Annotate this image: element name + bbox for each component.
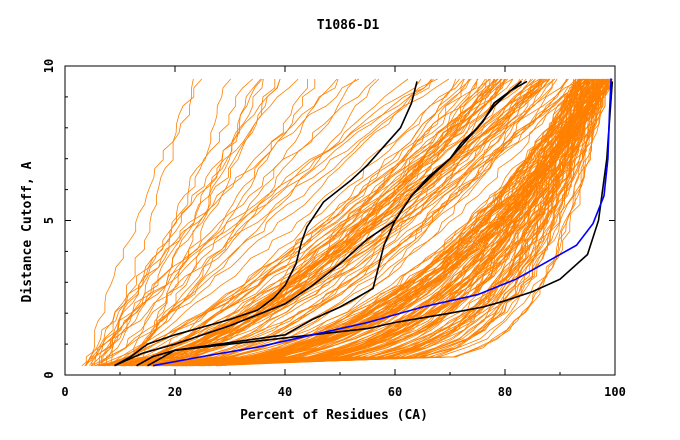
model-curve: [91, 78, 422, 366]
best-model-curve: [152, 78, 612, 367]
model-curve: [95, 79, 308, 367]
model-curve: [136, 78, 600, 367]
model-curve: [111, 78, 520, 367]
model-curve: [136, 78, 541, 367]
model-curve: [140, 78, 613, 367]
model-curve: [135, 78, 536, 367]
reference-curve: [114, 80, 523, 367]
model-curve: [154, 78, 540, 367]
model-curve: [156, 78, 590, 367]
model-curve: [108, 78, 464, 367]
model-curve: [149, 78, 604, 367]
model-curve: [114, 78, 479, 367]
model-curve: [135, 78, 544, 367]
model-curve: [171, 79, 501, 367]
model-curve: [123, 79, 316, 366]
model-curve: [152, 78, 536, 367]
model-curve: [188, 78, 595, 367]
model-curve: [85, 78, 202, 366]
model-curve: [179, 78, 588, 367]
model-curve: [117, 78, 434, 367]
model-curve: [159, 78, 598, 367]
model-curve: [149, 78, 471, 367]
model-curve: [129, 78, 532, 367]
x-tick-label: 60: [388, 385, 402, 399]
model-curve: [190, 79, 574, 367]
model-curve: [148, 79, 598, 367]
model-curve: [127, 78, 357, 366]
model-curve: [168, 78, 600, 367]
model-curve: [101, 78, 478, 367]
model-curve: [146, 78, 543, 367]
model-curve: [170, 78, 478, 367]
model-curve: [147, 78, 542, 367]
model-curve: [164, 78, 472, 367]
model-curve: [101, 78, 254, 366]
y-axis-label: Distance Cutoff, A: [20, 161, 35, 302]
model-curve: [106, 78, 376, 366]
model-curve: [162, 78, 487, 367]
model-curve: [140, 78, 550, 367]
x-tick-label: 100: [604, 385, 626, 399]
model-curve: [85, 78, 339, 366]
model-curve: [98, 78, 585, 367]
model-curve: [190, 79, 608, 367]
model-curve: [95, 78, 232, 367]
model-curve: [178, 78, 599, 367]
model-curve: [104, 78, 587, 367]
model-curve: [94, 78, 470, 367]
model-curve: [180, 78, 584, 367]
model-curve: [200, 78, 591, 367]
model-curve: [84, 78, 281, 367]
model-curve: [98, 78, 507, 367]
model-curve: [102, 78, 194, 366]
model-curve: [91, 78, 380, 367]
model-curve: [204, 78, 579, 367]
model-curve: [127, 79, 276, 366]
model-curve: [103, 78, 509, 367]
model-curve: [172, 78, 577, 367]
x-axis: 0 20 40 60 80 100: [61, 66, 626, 399]
chart-title: T1086-D1: [317, 18, 380, 33]
x-tick-label: 20: [168, 385, 182, 399]
model-curve: [93, 78, 432, 366]
reference-curve: [136, 81, 614, 367]
plot-area: [81, 78, 614, 367]
x-axis-label: Percent of Residues (CA): [240, 408, 428, 423]
model-curve: [92, 78, 432, 367]
model-curve: [99, 78, 503, 367]
x-tick-label: 0: [61, 385, 68, 399]
model-curve: [99, 78, 360, 366]
y-axis: 0 5 10: [42, 59, 615, 379]
x-tick-label: 80: [498, 385, 512, 399]
y-tick-label: 5: [42, 217, 56, 224]
x-tick-label: 40: [278, 385, 292, 399]
model-curve: [174, 78, 551, 367]
y-tick-label: 0: [42, 371, 56, 378]
reference-curve: [114, 81, 418, 367]
model-curve: [135, 78, 261, 366]
model-curve: [81, 78, 409, 367]
model-curve: [124, 78, 608, 367]
model-curve: [129, 78, 568, 367]
model-curve: [162, 79, 587, 367]
model-curve: [138, 78, 545, 367]
model-curve: [185, 78, 608, 367]
model-curve: [107, 78, 491, 367]
model-curve: [137, 78, 460, 367]
model-curve: [158, 78, 577, 367]
y-tick-label: 10: [42, 59, 56, 73]
model-curve: [130, 78, 264, 366]
